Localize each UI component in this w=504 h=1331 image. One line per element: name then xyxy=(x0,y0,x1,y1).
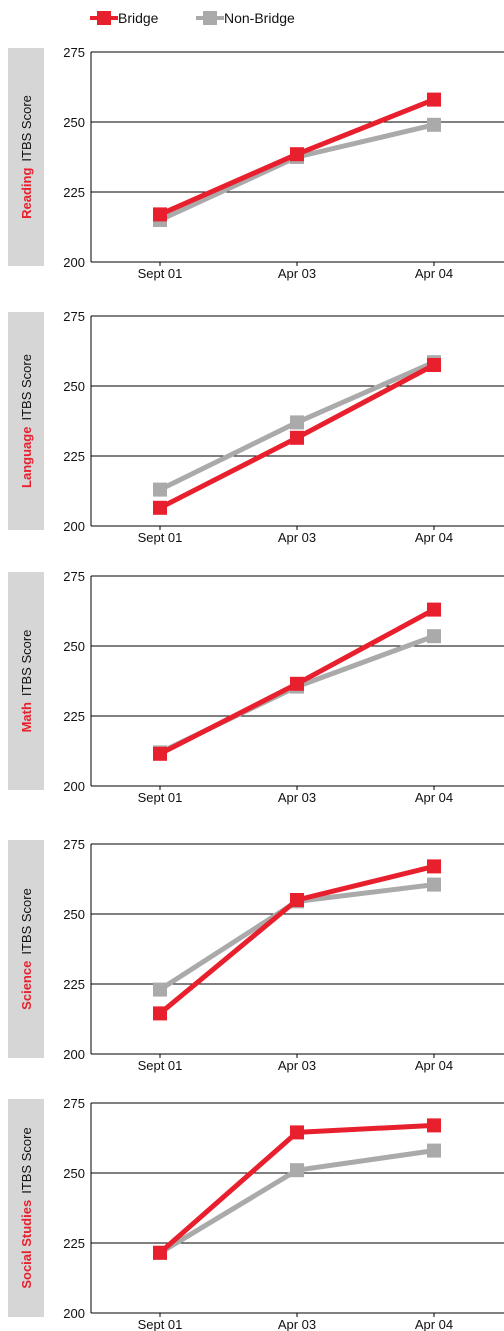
side-label: Language ITBS Score xyxy=(19,354,34,488)
axis-label: ITBS Score xyxy=(19,95,34,161)
legend-bridge-label: Bridge xyxy=(118,10,159,26)
data-point-bridge xyxy=(153,207,167,222)
x-tick-label: Sept 01 xyxy=(138,790,183,805)
chart-social-studies: Social Studies ITBS Score 200 225 250 275 Sept… xyxy=(8,1096,504,1331)
y-tick-label: 225 xyxy=(63,449,85,464)
y-tick-label: 250 xyxy=(63,1166,85,1181)
series-line-bridge xyxy=(158,1122,435,1255)
data-point-bridge xyxy=(427,859,441,874)
subject-label: Reading xyxy=(19,168,34,219)
y-tick-label: 275 xyxy=(63,837,85,852)
data-point-bridge xyxy=(290,676,304,691)
data-point-non-bridge xyxy=(290,415,304,430)
x-tick-label: Sept 01 xyxy=(138,266,183,281)
side-label: Math ITBS Score xyxy=(19,630,34,733)
y-tick-label: 275 xyxy=(63,309,85,324)
side-label-panel xyxy=(8,1099,44,1317)
y-tick-label: 275 xyxy=(63,1096,85,1111)
axis-label: ITBS Score xyxy=(19,888,34,954)
legend-non-bridge-label: Non-Bridge xyxy=(224,10,295,26)
y-tick-label: 275 xyxy=(63,569,85,584)
x-tick-label: Apr 04 xyxy=(415,1058,453,1073)
x-tick-label: Apr 03 xyxy=(278,1058,316,1073)
x-tick-label: Sept 01 xyxy=(138,530,183,545)
data-point-non-bridge xyxy=(153,982,167,997)
data-point-bridge xyxy=(153,1245,167,1260)
y-tick-label: 225 xyxy=(63,709,85,724)
y-tick-label: 200 xyxy=(63,1306,85,1321)
data-point-non-bridge xyxy=(153,482,167,497)
side-label-panel xyxy=(8,48,44,266)
x-tick-label: Apr 04 xyxy=(415,530,453,545)
side-label: Science ITBS Score xyxy=(19,888,34,1010)
data-point-non-bridge xyxy=(427,1143,441,1158)
side-label-panel xyxy=(8,312,44,530)
y-tick-label: 225 xyxy=(63,185,85,200)
x-tick-label: Sept 01 xyxy=(138,1058,183,1073)
x-tick-label: Apr 04 xyxy=(415,790,453,805)
legend-item-bridge: Bridge xyxy=(90,10,159,26)
data-point-non-bridge xyxy=(290,1163,304,1178)
y-tick-label: 275 xyxy=(63,45,85,60)
y-tick-label: 200 xyxy=(63,779,85,794)
subject-label: Language xyxy=(19,427,34,488)
data-point-bridge xyxy=(427,92,441,107)
x-tick-label: Apr 03 xyxy=(278,530,316,545)
y-tick-label: 200 xyxy=(63,519,85,534)
data-point-bridge xyxy=(427,1118,441,1133)
y-tick-label: 250 xyxy=(63,115,85,130)
chart-language: Language ITBS Score 200 225 250 275 Sept 01 Apr… xyxy=(8,309,504,545)
chart-math: Math ITBS Score 200 225 250 275 Sept 01 Apr 03 A… xyxy=(8,569,504,805)
data-point-non-bridge xyxy=(427,877,441,892)
y-tick-label: 225 xyxy=(63,977,85,992)
data-point-bridge xyxy=(427,602,441,617)
data-point-bridge xyxy=(153,1006,167,1021)
subject-label: Math xyxy=(19,702,34,732)
data-point-bridge xyxy=(153,500,167,515)
x-tick-label: Apr 04 xyxy=(415,1317,453,1331)
x-tick-label: Apr 03 xyxy=(278,790,316,805)
subject-label: Science xyxy=(19,961,34,1010)
y-tick-label: 250 xyxy=(63,907,85,922)
y-tick-label: 250 xyxy=(63,639,85,654)
axis-label: ITBS Score xyxy=(19,354,34,420)
data-point-bridge xyxy=(290,893,304,907)
y-tick-label: 200 xyxy=(63,1047,85,1062)
axis-label: ITBS Score xyxy=(19,630,34,696)
legend-item-non-bridge: Non-Bridge xyxy=(196,10,295,26)
chart-science: Science ITBS Score 200 225 250 275 Sept 01 Apr … xyxy=(8,837,504,1073)
side-label-panel xyxy=(8,572,44,790)
side-label: Reading ITBS Score xyxy=(19,95,34,219)
data-point-bridge xyxy=(290,1125,304,1140)
series-line-non-bridge xyxy=(158,122,435,223)
chart-legend: Bridge Non-Bridge xyxy=(90,10,295,26)
x-tick-label: Sept 01 xyxy=(138,1317,183,1331)
subject-label: Social Studies xyxy=(19,1200,34,1289)
data-point-bridge xyxy=(290,147,304,162)
axis-label: ITBS Score xyxy=(19,1127,34,1193)
data-point-bridge xyxy=(153,746,167,761)
chart-reading: Reading ITBS Score 200 225 250 275 Sept 01 Apr … xyxy=(8,45,504,281)
x-tick-label: Apr 03 xyxy=(278,266,316,281)
y-tick-label: 200 xyxy=(63,255,85,270)
x-tick-label: Apr 04 xyxy=(415,266,453,281)
legend-non-bridge-marker xyxy=(203,11,217,25)
y-tick-label: 250 xyxy=(63,379,85,394)
data-point-non-bridge xyxy=(427,629,441,644)
x-tick-label: Apr 03 xyxy=(278,1317,316,1331)
data-point-non-bridge xyxy=(427,117,441,132)
side-label: Social Studies ITBS Score xyxy=(19,1127,34,1288)
data-point-bridge xyxy=(290,430,304,445)
y-tick-label: 225 xyxy=(63,1236,85,1251)
legend-bridge-marker xyxy=(97,11,111,25)
side-label-panel xyxy=(8,840,44,1058)
data-point-bridge xyxy=(427,358,441,372)
